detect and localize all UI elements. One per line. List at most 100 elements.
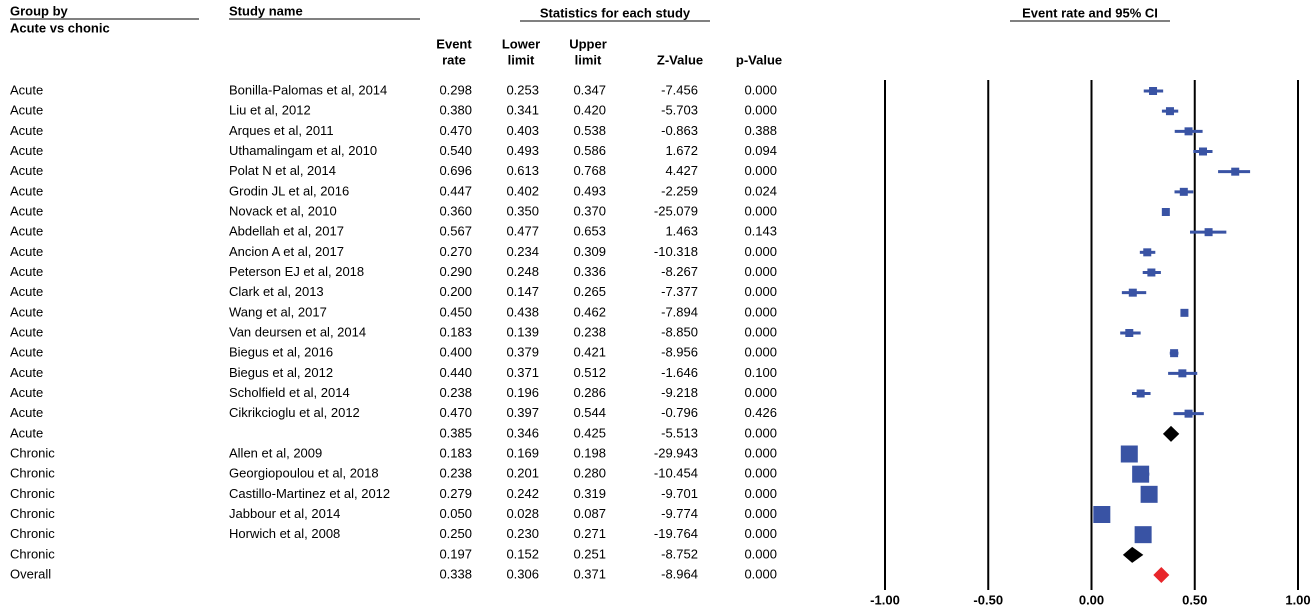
group-label: Chronic	[10, 445, 55, 460]
x-tick-label: -0.50	[973, 592, 1003, 607]
column-header: rate	[442, 52, 466, 67]
cell: -5.513	[661, 425, 698, 440]
cell: -29.943	[654, 445, 698, 460]
study-name: Grodin JL et al, 2016	[229, 183, 349, 198]
x-tick-label: 1.00	[1285, 592, 1310, 607]
cell: 0.147	[506, 284, 539, 299]
cell: 0.000	[744, 163, 777, 178]
cell: 0.251	[573, 546, 606, 561]
cell: 0.380	[439, 103, 472, 118]
effect-square	[1125, 329, 1134, 337]
cell: 0.379	[506, 345, 539, 360]
effect-square	[1170, 349, 1179, 358]
cell: 0.238	[573, 324, 606, 339]
group-label: Acute	[10, 123, 43, 138]
cell: -1.646	[661, 365, 698, 380]
cell: 0.000	[744, 546, 777, 561]
group-label: Acute	[10, 345, 43, 360]
cell: 0.000	[744, 445, 777, 460]
cell: 0.087	[573, 506, 606, 521]
cell: 0.000	[744, 425, 777, 440]
cell: 0.152	[506, 546, 539, 561]
group-label: Acute	[10, 425, 43, 440]
study-name: Georgiopoulou et al, 2018	[229, 466, 379, 481]
cell: -7.894	[661, 304, 698, 319]
cell: 0.183	[439, 324, 472, 339]
group-label: Acute	[10, 163, 43, 178]
cell: 0.470	[439, 405, 472, 420]
cell: -8.956	[661, 345, 698, 360]
cell: 0.447	[439, 183, 472, 198]
cell: 0.338	[439, 566, 472, 581]
cell: 0.567	[439, 224, 472, 239]
effect-square	[1128, 288, 1137, 297]
cell: 0.298	[439, 82, 472, 97]
cell: 0.197	[439, 546, 472, 561]
cell: -0.796	[661, 405, 698, 420]
group-label: Chronic	[10, 486, 55, 501]
cell: 0.201	[506, 466, 539, 481]
study-name: Cikrikcioglu et al, 2012	[229, 405, 360, 420]
cell: 0.000	[744, 324, 777, 339]
study-name: Uthamalingam et al, 2010	[229, 143, 377, 158]
cell: -0.863	[661, 123, 698, 138]
cell: 0.346	[506, 425, 539, 440]
cell: 0.050	[439, 506, 472, 521]
study-name: Clark et al, 2013	[229, 284, 324, 299]
cell: 0.000	[744, 203, 777, 218]
study-name: Ancion A et al, 2017	[229, 244, 344, 259]
cell: 0.028	[506, 506, 539, 521]
cell: 0.586	[573, 143, 606, 158]
cell: 0.397	[506, 405, 539, 420]
group-label: Acute	[10, 304, 43, 319]
cell: 0.462	[573, 304, 606, 319]
cell: 0.000	[744, 486, 777, 501]
study-name: Van deursen et al, 2014	[229, 324, 366, 339]
cell: -5.703	[661, 103, 698, 118]
group-label: Acute	[10, 284, 43, 299]
cell: 0.000	[744, 82, 777, 97]
group-label: Acute	[10, 82, 43, 97]
cell: 0.280	[573, 466, 606, 481]
column-header: limit	[508, 52, 535, 67]
cell: 0.279	[439, 486, 472, 501]
effect-square	[1132, 465, 1150, 483]
cell: 0.350	[506, 203, 539, 218]
effect-square	[1136, 389, 1145, 398]
study-name: Jabbour et al, 2014	[229, 506, 340, 521]
cell: 0.265	[573, 284, 606, 299]
cell: 1.672	[665, 143, 698, 158]
study-name: Horwich et al, 2008	[229, 526, 340, 541]
effect-square	[1180, 308, 1189, 317]
study-name: Allen et al, 2009	[229, 445, 322, 460]
group-label: Acute	[10, 203, 43, 218]
cell: 0.426	[744, 405, 777, 420]
cell: 0.653	[573, 224, 606, 239]
study-name: Liu et al, 2012	[229, 103, 311, 118]
cell: -8.752	[661, 546, 698, 561]
cell: 0.450	[439, 304, 472, 319]
cell: 0.400	[439, 345, 472, 360]
x-tick-label: -1.00	[870, 592, 900, 607]
cell: 0.000	[744, 345, 777, 360]
cell: 0.425	[573, 425, 606, 440]
cell: 0.234	[506, 244, 539, 259]
cell: 0.196	[506, 385, 539, 400]
cell: 0.470	[439, 123, 472, 138]
study-name: Wang et al, 2017	[229, 304, 327, 319]
effect-square	[1149, 87, 1158, 95]
cell: -10.454	[654, 466, 698, 481]
header-stats: Statistics for each study	[540, 5, 691, 20]
cell: 0.143	[744, 224, 777, 239]
cell: -7.456	[661, 82, 698, 97]
cell: 0.248	[506, 264, 539, 279]
effect-square	[1143, 248, 1152, 257]
cell: 0.347	[573, 82, 606, 97]
group-label: Acute	[10, 264, 43, 279]
cell: -8.964	[661, 566, 698, 581]
cell: 0.360	[439, 203, 472, 218]
cell: 4.427	[665, 163, 698, 178]
effect-square	[1147, 268, 1156, 277]
summary-diamond	[1122, 546, 1144, 563]
effect-square	[1231, 167, 1240, 176]
